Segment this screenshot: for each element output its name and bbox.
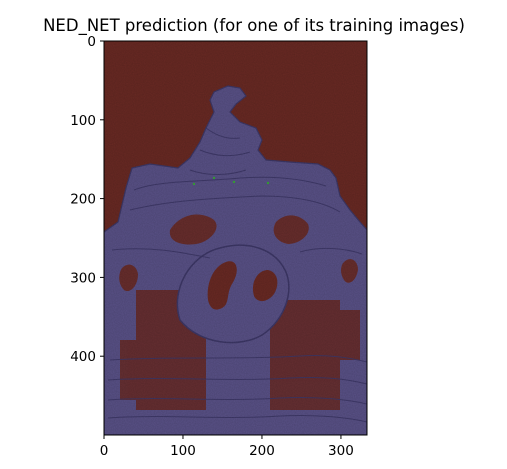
y-tick-label: 200 — [70, 192, 96, 208]
x-axis: 0 100 200 300 — [100, 435, 354, 459]
x-tick-label: 200 — [249, 443, 275, 459]
texture-overlay — [104, 41, 367, 435]
y-axis: 0 100 200 300 400 — [70, 34, 104, 365]
y-tick-label: 100 — [70, 113, 96, 129]
x-tick-label: 300 — [328, 443, 354, 459]
y-tick-label: 400 — [70, 349, 96, 365]
plot-frame — [103, 40, 368, 436]
x-tick-label: 100 — [170, 443, 196, 459]
y-tick-label: 0 — [87, 34, 96, 50]
chart-title: NED_NET prediction (for one of its train… — [43, 16, 465, 36]
y-tick-label: 300 — [70, 270, 96, 286]
x-tick-label: 0 — [100, 443, 109, 459]
image-area — [104, 41, 367, 435]
